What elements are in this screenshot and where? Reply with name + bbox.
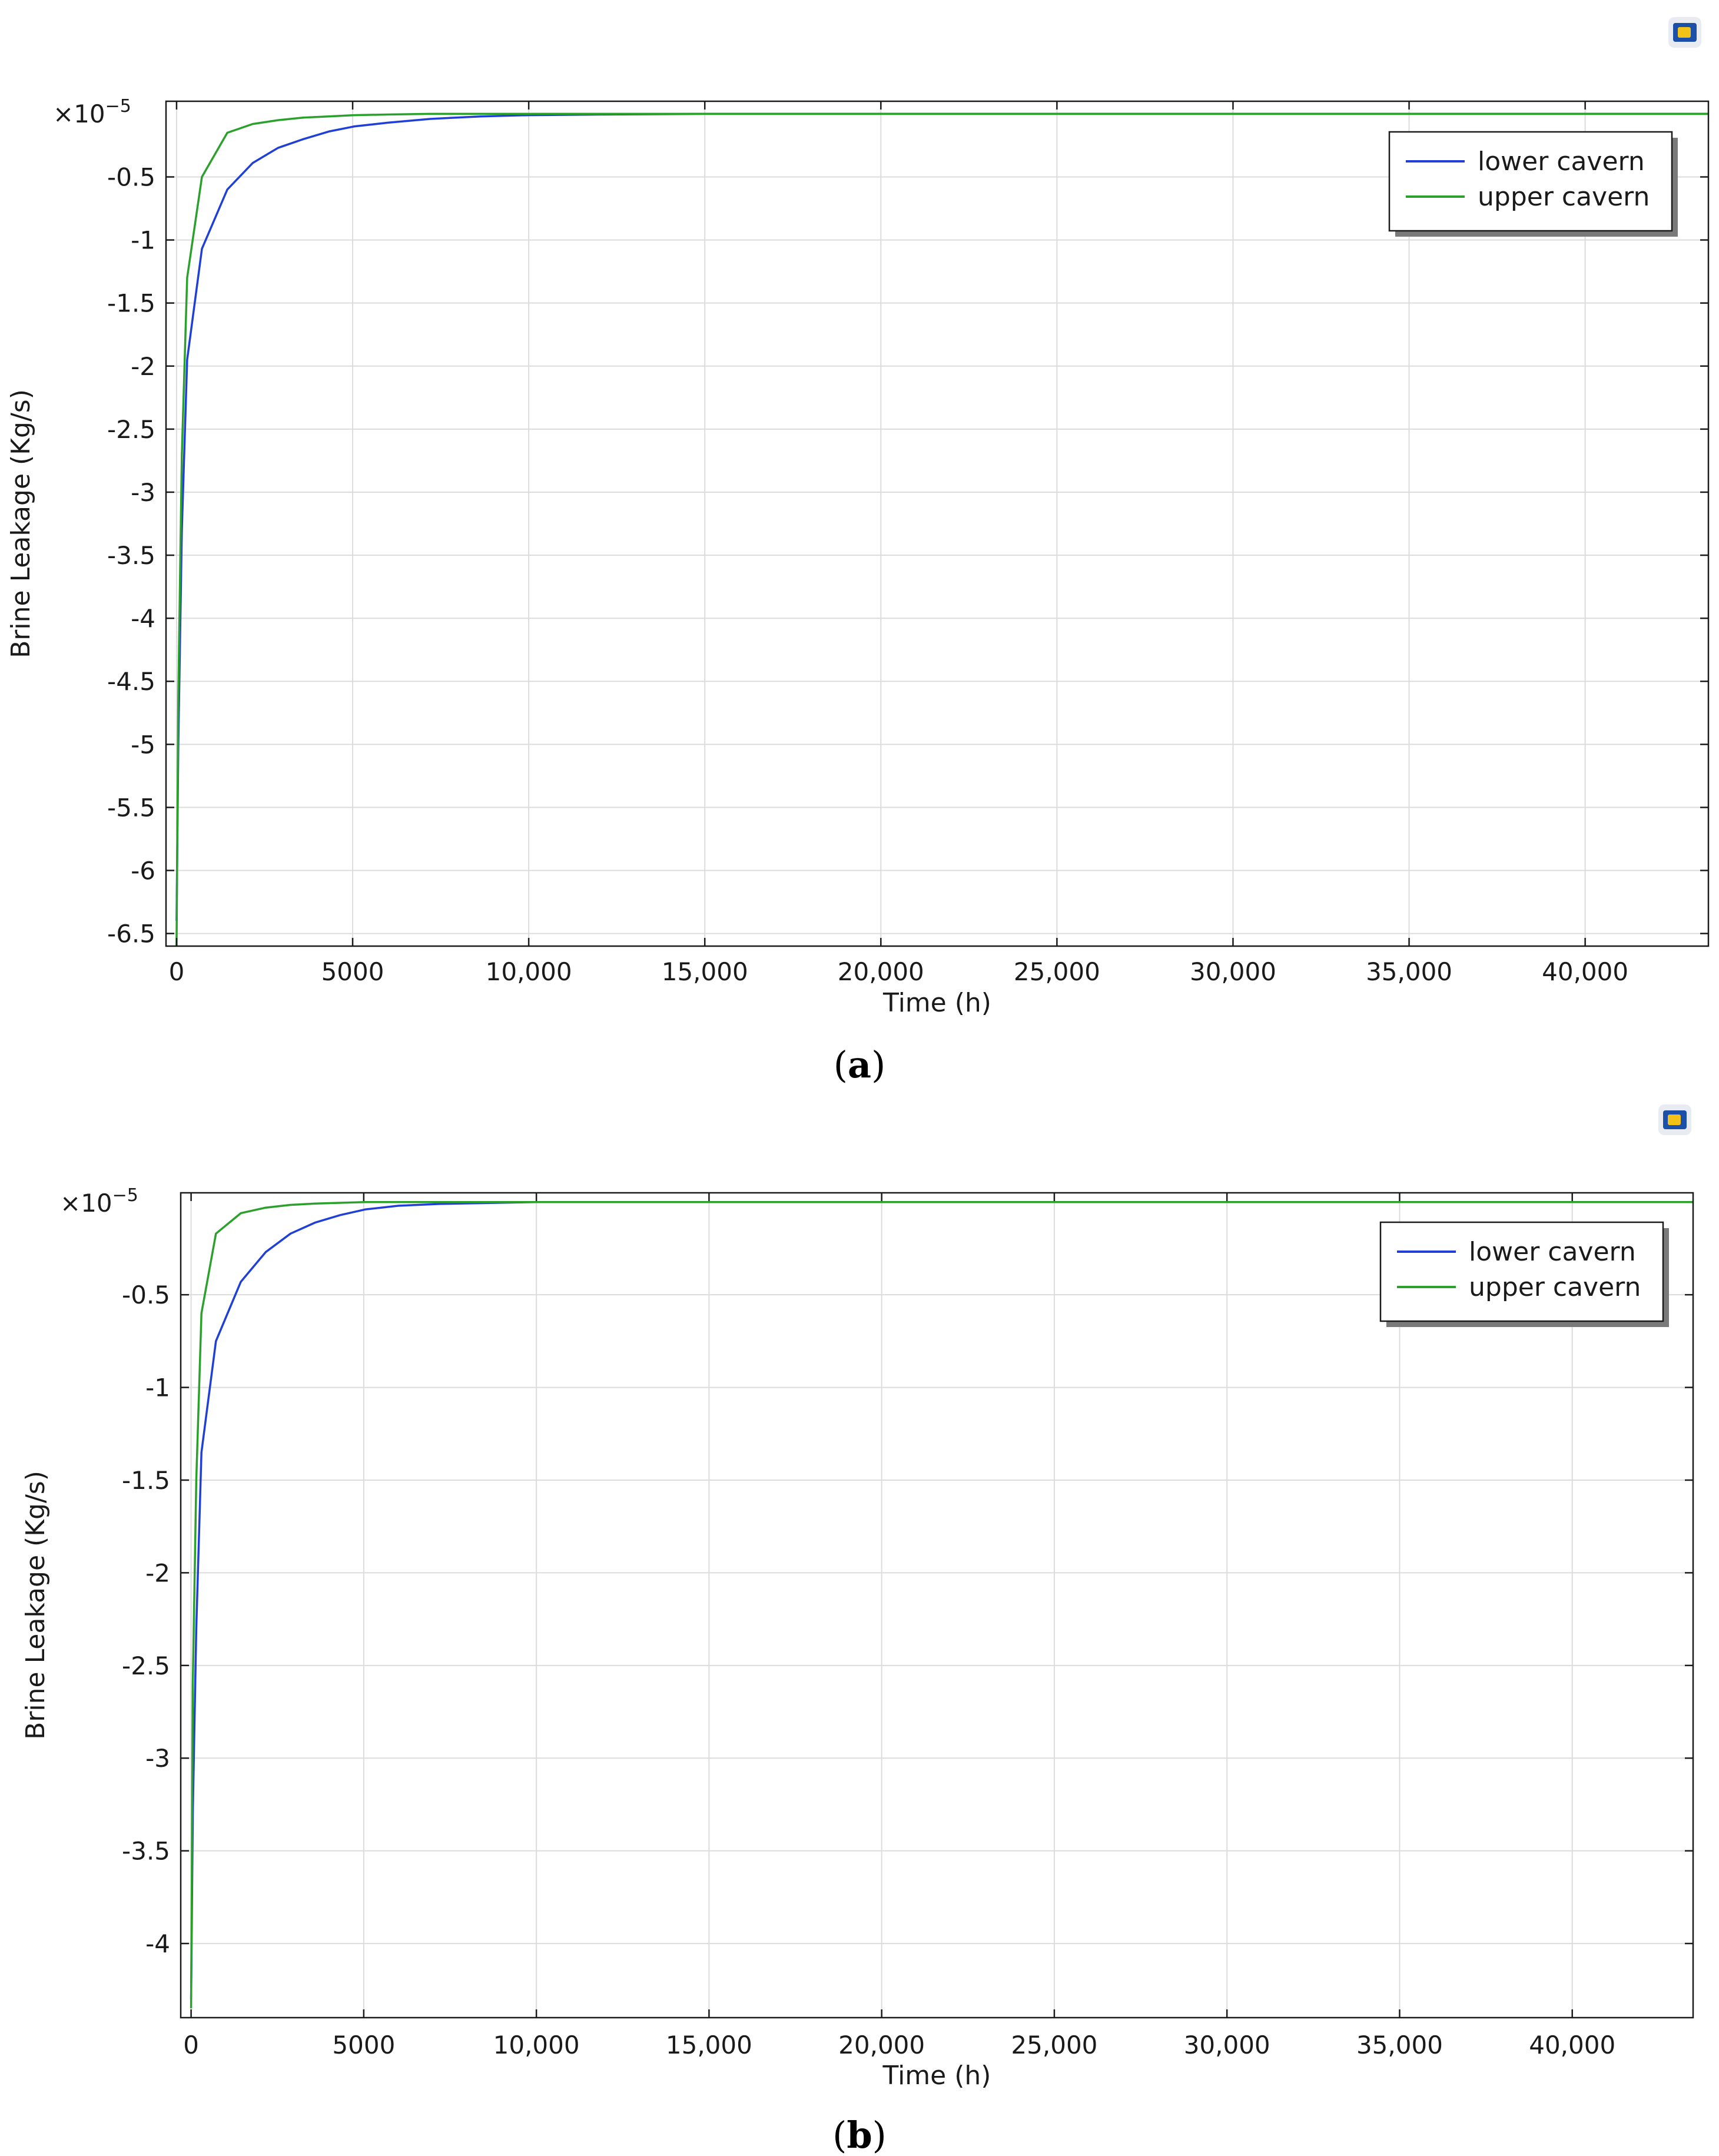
y-axis-label: Brine Leakage (Kg/s) (6, 389, 36, 658)
legend-entry-label: upper cavern (1478, 182, 1650, 212)
x-tick-label: 0 (183, 2031, 199, 2059)
chart-panel-a: 0 5000 10,000 15,000 20,000 25,000 30,000 35,00… (6, 96, 1710, 1086)
legend-entry-label: lower cavern (1478, 147, 1645, 177)
y-multiplier-label: ×10−5 (53, 96, 131, 128)
y-tick-label: -2.5 (107, 415, 155, 444)
x-tick-label: 30,000 (1184, 2031, 1270, 2059)
y-tick-label: -5 (131, 730, 155, 759)
y-tick-label: -1 (145, 1374, 170, 1402)
series-line-upper-cavern (175, 112, 1708, 946)
y-tick-label: -1.5 (107, 289, 155, 318)
y-tick-label: -6.5 (107, 920, 155, 948)
y-tick-label: -1 (131, 226, 155, 255)
x-tick-label: 10,000 (486, 957, 572, 986)
x-tick-label: 25,000 (1014, 957, 1100, 986)
y-tick-label: -4 (131, 604, 155, 633)
x-tick-label: 40,000 (1529, 2031, 1615, 2059)
panel-label: (b) (832, 2114, 887, 2156)
x-tick-label: 35,000 (1366, 957, 1452, 986)
legend-box (1388, 131, 1673, 232)
x-axis-label: Time (h) (882, 2061, 991, 2091)
chart-panel-b: 0 5000 10,000 15,000 20,000 25,000 30,000 35,00… (21, 1185, 1694, 2156)
x-tick-label: 30,000 (1190, 957, 1276, 986)
x-tick-label: 5000 (321, 957, 384, 986)
x-tick-label: 20,000 (838, 2031, 925, 2059)
y-tick-label: -3.5 (122, 1837, 170, 1866)
y-tick-label: -4 (145, 1929, 170, 1958)
x-tick-label: 35,000 (1356, 2031, 1443, 2059)
x-tick-label: 15,000 (662, 957, 748, 986)
y-tick-label: -2 (145, 1558, 170, 1587)
x-tick-label: 0 (169, 957, 185, 986)
y-multiplier-label: ×10−5 (60, 1185, 138, 1218)
x-tick-label: 15,000 (666, 2031, 752, 2059)
x-axis-label: Time (h) (882, 988, 991, 1018)
y-tick-label: -0.5 (122, 1281, 170, 1309)
y-axis-label: Brine Leakage (Kg/s) (21, 1471, 51, 1740)
y-tick-label: -2 (131, 352, 155, 381)
panel-label: (a) (834, 1043, 886, 1086)
x-tick-label: 5000 (332, 2031, 395, 2059)
app-logo-icon (1658, 1104, 1691, 1135)
plot-frame (165, 100, 1710, 947)
y-tick-label: -3.5 (107, 541, 155, 570)
series-line-upper-cavern (190, 1200, 1693, 2009)
y-tick-label: -3 (131, 478, 155, 507)
y-tick-label: -2.5 (122, 1651, 170, 1680)
y-tick-label: -6 (131, 856, 155, 885)
y-tick-label: -5.5 (107, 793, 155, 822)
legend-entry-label: upper cavern (1469, 1272, 1641, 1302)
y-tick-label: -3 (145, 1744, 170, 1773)
y-tick-label: -4.5 (107, 667, 155, 696)
legend-box (1379, 1221, 1664, 1322)
legend-entry-label: lower cavern (1469, 1237, 1636, 1267)
y-tick-label: -0.5 (107, 163, 155, 192)
y-tick-label: -1.5 (122, 1466, 170, 1495)
x-tick-label: 40,000 (1542, 957, 1628, 986)
app-logo-icon (1668, 17, 1701, 48)
x-tick-label: 20,000 (838, 957, 924, 986)
x-tick-label: 10,000 (493, 2031, 580, 2059)
plot-frame (180, 1192, 1694, 2019)
x-tick-label: 25,000 (1011, 2031, 1097, 2059)
